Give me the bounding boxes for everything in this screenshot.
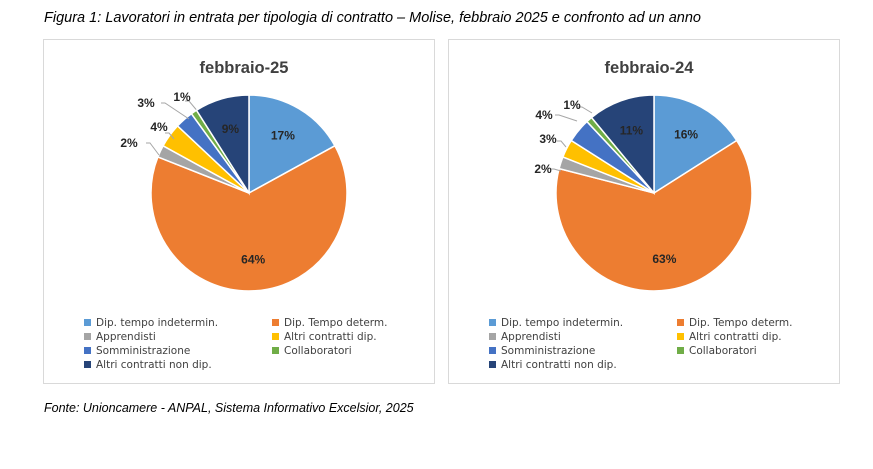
pie-chart-svg: febbraio-24 16% 63% 2% 3% 4% 1% 11% [534, 59, 753, 292]
pie-slice-dip-tempo-indetermin [248, 94, 336, 195]
pie-slice-dip-tempo-determ [555, 139, 753, 292]
data-label-apprendisti: 2% [120, 136, 138, 150]
data-label-altri-contratti-dip: 3% [539, 132, 557, 146]
legend-swatch [489, 319, 496, 326]
leader-line [555, 114, 578, 122]
chart-panel-febbraio-25: febbraio-25 17% 64% 2% 4% 3% 1% 9% Dip. tempo i… [43, 39, 435, 384]
legend-label: Somministrazione [501, 344, 596, 357]
legend-label: Dip. Tempo determ. [284, 316, 388, 329]
data-label-apprendisti: 2% [534, 162, 552, 176]
legend-swatch [84, 319, 91, 326]
figure-caption: Figura 1: Lavoratori in entrata per tipo… [44, 10, 701, 26]
legend-label: Dip. tempo indetermin. [501, 316, 624, 329]
legend-item-dip-tempo-indetermin: Dip. tempo indetermin. [489, 316, 677, 329]
data-label-somministrazione: 4% [535, 108, 553, 122]
legend-swatch [272, 319, 279, 326]
legend-swatch [84, 347, 91, 354]
legend-swatch [677, 319, 684, 326]
legend-item-dip-tempo-determ: Dip. Tempo determ. [677, 316, 827, 329]
pie-slice-dip-tempo-determ [150, 144, 348, 292]
legend-swatch [677, 333, 684, 340]
legend-swatch [489, 347, 496, 354]
data-label-altri-contratti-non-dip: 11% [620, 123, 644, 137]
legend-item-altri-contratti-non-dip: Altri contratti non dip. [489, 358, 677, 371]
data-label-collaboratori: 1% [173, 90, 191, 104]
legend-item-apprendisti: Apprendisti [489, 330, 677, 343]
legend-item-dip-tempo-indetermin: Dip. tempo indetermin. [84, 316, 272, 329]
data-label-dip-tempo-determ: 63% [652, 252, 676, 266]
data-label-dip-tempo-determ: 64% [241, 253, 265, 267]
legend-swatch [272, 333, 279, 340]
data-label-dip-tempo-indetermin: 16% [674, 128, 698, 142]
data-label-altri-contratti-dip: 4% [150, 120, 168, 134]
legend-label: Collaboratori [284, 344, 352, 357]
legend-item-somministrazione: Somministrazione [84, 344, 272, 357]
chart-panel-febbraio-24: febbraio-24 16% 63% 2% 3% 4% 1% 11% Dip. tempo … [448, 39, 840, 384]
legend-item-collaboratori: Collaboratori [677, 344, 827, 357]
legend-label: Altri contratti dip. [689, 330, 782, 343]
legend-item-altri-contratti-non-dip: Altri contratti non dip. [84, 358, 272, 371]
leader-line [578, 106, 593, 114]
legend-item-altri-contratti-dip: Altri contratti dip. [677, 330, 827, 343]
legend-swatch [489, 333, 496, 340]
leader-line [550, 168, 562, 172]
legend-label: Somministrazione [96, 344, 191, 357]
chart-title: febbraio-24 [605, 59, 695, 77]
legend-swatch [489, 361, 496, 368]
leader-line [185, 100, 200, 114]
source-note: Fonte: Unioncamere - ANPAL, Sistema Info… [44, 401, 414, 415]
leader-line [557, 140, 567, 148]
chart-legend: Dip. tempo indetermin. Dip. Tempo determ.… [489, 316, 829, 371]
pie-slice-altri-contratti-non-dip [590, 94, 655, 196]
legend-label: Altri contratti non dip. [501, 358, 617, 371]
legend-swatch [84, 333, 91, 340]
legend-label: Dip. tempo indetermin. [96, 316, 219, 329]
legend-item-dip-tempo-determ: Dip. Tempo determ. [272, 316, 422, 329]
chart-title: febbraio-25 [200, 59, 289, 77]
pie-chart-svg: febbraio-25 17% 64% 2% 4% 3% 1% 9% [120, 59, 348, 292]
legend-label: Altri contratti dip. [284, 330, 377, 343]
legend-swatch [677, 347, 684, 354]
leader-line [165, 132, 175, 140]
data-label-altri-contratti-non-dip: 9% [222, 122, 240, 136]
legend-item-somministrazione: Somministrazione [489, 344, 677, 357]
legend-swatch [272, 347, 279, 354]
data-label-dip-tempo-indetermin: 17% [271, 129, 295, 143]
legend-item-collaboratori: Collaboratori [272, 344, 422, 357]
pie-slice-dip-tempo-indetermin [653, 94, 738, 195]
legend-item-altri-contratti-dip: Altri contratti dip. [272, 330, 422, 343]
legend-label: Dip. Tempo determ. [689, 316, 793, 329]
pie-slice-altri-contratti-non-dip [195, 94, 250, 196]
legend-label: Altri contratti non dip. [96, 358, 212, 371]
chart-legend: Dip. tempo indetermin. Dip. Tempo determ.… [84, 316, 424, 371]
leader-line [146, 142, 160, 156]
leader-line [161, 102, 190, 120]
legend-label: Collaboratori [689, 344, 757, 357]
data-label-somministrazione: 3% [137, 96, 155, 110]
legend-swatch [84, 361, 91, 368]
legend-label: Apprendisti [96, 330, 156, 343]
legend-label: Apprendisti [501, 330, 561, 343]
data-label-collaboratori: 1% [563, 98, 581, 112]
legend-item-apprendisti: Apprendisti [84, 330, 272, 343]
